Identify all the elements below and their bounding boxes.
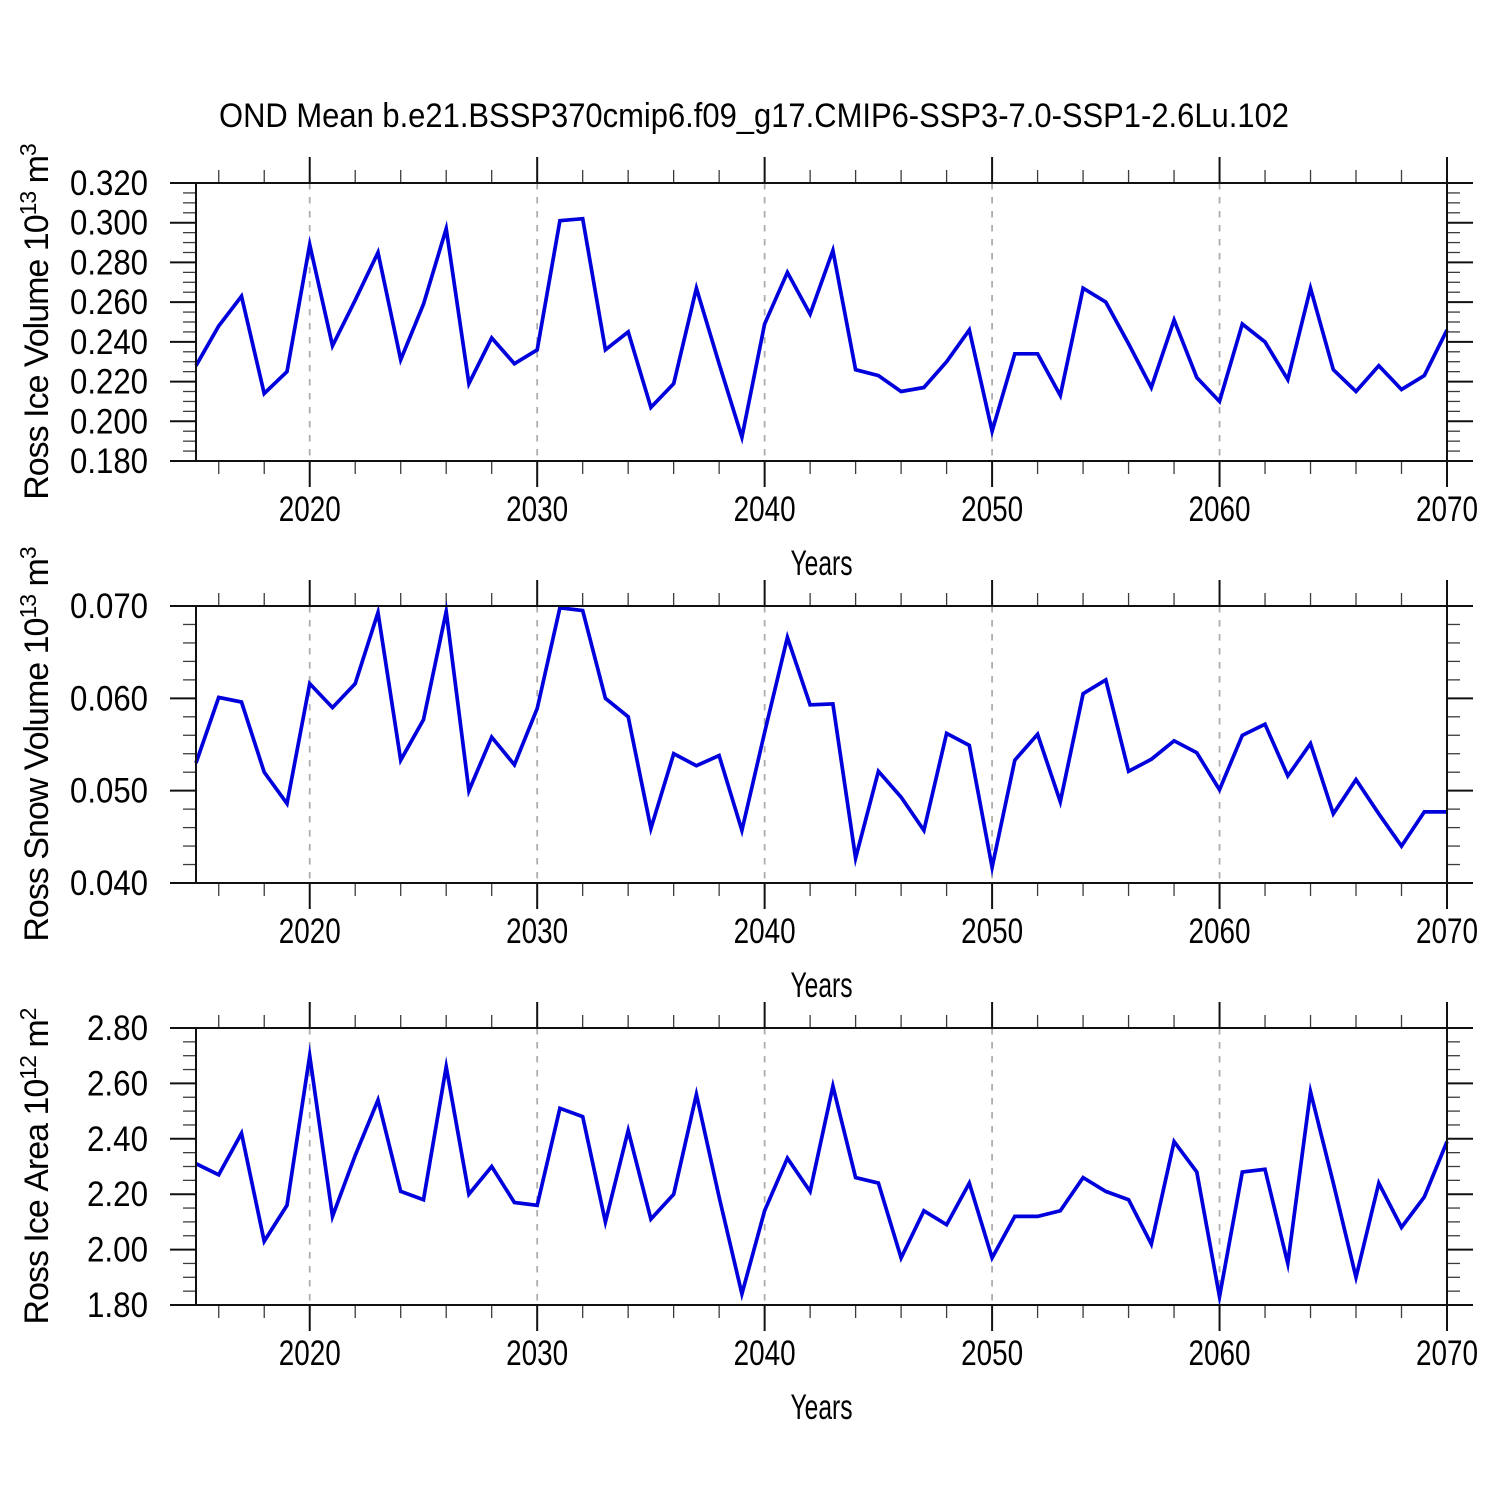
x-tick-label: 2060 bbox=[1189, 912, 1251, 951]
x-tick-label: 2020 bbox=[279, 490, 341, 529]
x-tick-label: 2040 bbox=[734, 1334, 796, 1373]
x-axis-title: Years bbox=[791, 1388, 853, 1427]
x-tick-label: 2070 bbox=[1416, 490, 1478, 529]
x-tick-label: 2060 bbox=[1189, 490, 1251, 529]
x-tick-label: 2030 bbox=[506, 912, 568, 951]
x-tick-label: 2070 bbox=[1416, 1334, 1478, 1373]
y-tick-label: 0.300 bbox=[70, 204, 148, 243]
y-axis-title: Ross Ice Area 1012 m2 bbox=[15, 1008, 56, 1324]
x-tick-label: 2050 bbox=[961, 490, 1023, 529]
y-tick-label: 0.060 bbox=[70, 679, 148, 718]
plot-2: 2020 2030 2040 2050 2060 2070 0.040 0.050 0.060 0… bbox=[15, 547, 1478, 1005]
x-tick-label: 2040 bbox=[734, 912, 796, 951]
y-tick-label: 0.070 bbox=[70, 587, 148, 626]
y-tick-label: 2.20 bbox=[87, 1175, 148, 1214]
x-axis-title: Years bbox=[791, 966, 853, 1005]
plot-1: 2020 2030 2040 2050 2060 20700.1800.2000.2200… bbox=[15, 144, 1478, 583]
x-tick-label: 2050 bbox=[961, 1334, 1023, 1373]
y-tick-label: 0.280 bbox=[70, 243, 148, 282]
chart-title: OND Mean b.e21.BSSP370cmip6.f09_g17.CMIP… bbox=[219, 97, 1289, 135]
plot-frame bbox=[195, 605, 1448, 884]
plot-frame bbox=[195, 182, 1448, 462]
x-tick-label: 2060 bbox=[1189, 1334, 1251, 1373]
y-tick-label: 0.260 bbox=[70, 283, 148, 322]
plot-3: 2020 2030 2040 2050 2060 2070 1.80 2.00 2.20 2.40… bbox=[15, 1002, 1478, 1427]
x-tick-label: 2030 bbox=[506, 1334, 568, 1373]
y-tick-label: 2.60 bbox=[87, 1064, 148, 1103]
x-axis-title: Years bbox=[791, 544, 853, 583]
x-tick-label: 2050 bbox=[961, 912, 1023, 951]
y-tick-label: 0.050 bbox=[70, 772, 148, 811]
y-tick-label: 0.320 bbox=[70, 164, 148, 203]
x-tick-label: 2020 bbox=[279, 1334, 341, 1373]
y-axis-title: Ross Ice Volume 1013 m3 bbox=[15, 144, 56, 500]
y-tick-label: 0.240 bbox=[70, 323, 148, 362]
y-tick-label: 0.040 bbox=[70, 864, 148, 903]
series-line-panel-3 bbox=[195, 1042, 1449, 1308]
y-tick-label: 2.40 bbox=[87, 1120, 148, 1159]
y-tick-label: 2.00 bbox=[87, 1231, 148, 1270]
y-tick-label: 0.220 bbox=[70, 363, 148, 402]
x-tick-label: 2030 bbox=[506, 490, 568, 529]
y-tick-label: 0.200 bbox=[70, 402, 148, 441]
x-tick-label: 2040 bbox=[734, 490, 796, 529]
y-tick-label: 2.80 bbox=[87, 1009, 148, 1048]
series-line-panel-2 bbox=[194, 600, 1447, 877]
y-axis-title: Ross Snow Volume 1013 m3 bbox=[15, 547, 56, 941]
x-tick-label: 2070 bbox=[1416, 912, 1478, 951]
x-tick-label: 2020 bbox=[279, 912, 341, 951]
plot-frame bbox=[195, 1027, 1448, 1306]
y-tick-label: 0.180 bbox=[70, 442, 148, 481]
series-line-panel-1 bbox=[194, 216, 1449, 445]
y-tick-label: 1.80 bbox=[87, 1286, 148, 1325]
